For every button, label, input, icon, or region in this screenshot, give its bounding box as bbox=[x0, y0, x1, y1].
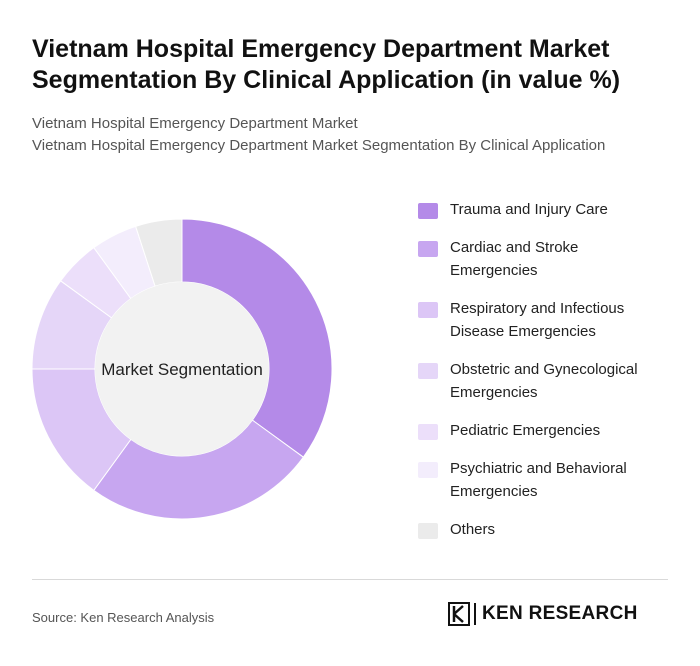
donut-center bbox=[95, 282, 269, 456]
legend-label: Psychiatric and Behavioral Emergencies bbox=[450, 460, 627, 500]
logo-separator bbox=[474, 603, 476, 625]
ken-research-logo: KEN RESEARCH bbox=[448, 602, 638, 626]
legend-swatch bbox=[418, 302, 438, 318]
legend-label: Trauma and Injury Care bbox=[450, 201, 608, 218]
subtitle-line-2: Vietnam Hospital Emergency Department Ma… bbox=[32, 137, 606, 154]
legend-label: Obstetric and Gynecological Emergencies bbox=[450, 361, 638, 401]
legend-item: Others bbox=[418, 518, 660, 541]
legend-swatch bbox=[418, 462, 438, 478]
legend-item: Psychiatric and Behavioral Emergencies bbox=[418, 457, 660, 503]
footer-divider bbox=[32, 579, 668, 580]
legend-swatch bbox=[418, 363, 438, 379]
legend-label: Cardiac and Stroke Emergencies bbox=[450, 239, 579, 279]
legend-item: Pediatric Emergencies bbox=[418, 419, 660, 442]
legend-item: Cardiac and Stroke Emergencies bbox=[418, 236, 660, 282]
legend-item: Trauma and Injury Care bbox=[418, 198, 660, 221]
ken-research-logo-icon bbox=[448, 602, 470, 626]
legend-swatch bbox=[418, 203, 438, 219]
donut-chart: Market Segmentation bbox=[31, 218, 333, 520]
legend-swatch bbox=[418, 523, 438, 539]
legend-swatch bbox=[418, 241, 438, 257]
legend-item: Respiratory and Infectious Disease Emerg… bbox=[418, 297, 660, 343]
subtitle-line-1: Vietnam Hospital Emergency Department Ma… bbox=[32, 115, 358, 132]
legend-label: Respiratory and Infectious Disease Emerg… bbox=[450, 300, 625, 340]
legend-label: Pediatric Emergencies bbox=[450, 422, 601, 439]
page-title: Vietnam Hospital Emergency Department Ma… bbox=[32, 35, 621, 94]
donut-center-label: Market Segmentation bbox=[101, 360, 263, 379]
legend-swatch bbox=[418, 424, 438, 440]
legend-item: Obstetric and Gynecological Emergencies bbox=[418, 358, 660, 404]
legend-label: Others bbox=[450, 521, 496, 538]
source-note: Source: Ken Research Analysis bbox=[32, 610, 215, 625]
logo-text: KEN RESEARCH bbox=[482, 603, 638, 624]
subtitle: Vietnam Hospital Emergency Department Ma… bbox=[32, 113, 672, 157]
